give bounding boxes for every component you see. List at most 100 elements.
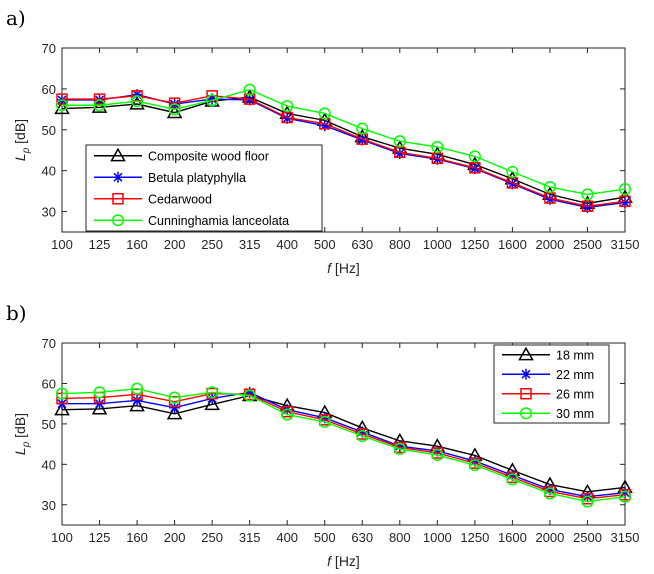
x-tick-label: 315 xyxy=(239,530,261,545)
x-tick-label: 500 xyxy=(314,237,336,252)
series-30-mm xyxy=(55,382,632,508)
legend-label: Composite wood floor xyxy=(148,149,269,163)
x-axis-label: f [Hz] xyxy=(327,260,360,276)
data-point xyxy=(543,487,556,500)
x-tick-label: 315 xyxy=(239,237,261,252)
x-tick-label: 125 xyxy=(89,237,111,252)
x-tick-label: 250 xyxy=(201,237,223,252)
data-point xyxy=(129,96,145,110)
data-point xyxy=(468,150,481,163)
chart-b: 100 125 160 200 250 315 400 500 630 800 1000 1250 16… xyxy=(12,336,639,569)
legend-marker xyxy=(520,388,532,400)
data-point xyxy=(206,386,219,399)
data-point xyxy=(243,83,256,96)
data-point xyxy=(54,401,70,416)
x-tick-label: 1250 xyxy=(460,530,489,545)
y-tick-label: 60 xyxy=(42,376,56,391)
legend-marker xyxy=(112,171,124,183)
data-point xyxy=(506,165,519,178)
x-tick-label: 250 xyxy=(201,530,223,545)
data-point xyxy=(55,99,69,112)
series-line xyxy=(62,391,626,498)
legend-label: Cedarwood xyxy=(148,192,212,206)
data-point xyxy=(56,93,68,105)
data-point xyxy=(93,99,106,112)
x-tick-label: 1600 xyxy=(498,530,527,545)
panel-label-a: a) xyxy=(6,6,26,30)
x-tick-label: 1250 xyxy=(460,237,489,252)
y-tick-label: 40 xyxy=(42,457,56,472)
x-tick-label: 630 xyxy=(351,237,373,252)
data-point xyxy=(618,490,632,503)
x-tick-label: 2000 xyxy=(535,530,564,545)
x-tick-label: 800 xyxy=(389,530,411,545)
data-point xyxy=(581,200,594,212)
data-point xyxy=(168,103,181,116)
x-tick-label: 3150 xyxy=(611,530,640,545)
data-point xyxy=(468,459,481,472)
data-point xyxy=(318,107,331,120)
x-tick-label: 1600 xyxy=(498,237,527,252)
data-point xyxy=(169,402,181,414)
x-tick-label: 800 xyxy=(389,237,411,252)
plot-area xyxy=(61,342,626,526)
data-point xyxy=(581,495,594,508)
data-point xyxy=(431,448,444,462)
data-point xyxy=(243,389,256,402)
legend-marker xyxy=(518,346,534,361)
legend-marker xyxy=(111,214,125,227)
data-point xyxy=(393,442,406,456)
series-cunninghamia-lanceolata xyxy=(55,83,632,201)
legend-marker xyxy=(519,407,533,420)
y-tick-label: 30 xyxy=(42,498,56,513)
data-point xyxy=(281,408,294,421)
y-tick-label: 50 xyxy=(42,123,56,138)
x-tick-label: 1000 xyxy=(423,530,452,545)
x-tick-label: 400 xyxy=(276,237,298,252)
data-point xyxy=(55,387,69,400)
data-point xyxy=(243,93,256,105)
data-point xyxy=(168,395,181,408)
data-point xyxy=(431,152,444,165)
x-tick-label: 160 xyxy=(126,530,148,545)
series-line xyxy=(61,96,626,205)
plot-area xyxy=(61,47,626,233)
data-point xyxy=(506,473,519,486)
legend-label: 18 mm xyxy=(556,348,594,362)
data-point xyxy=(94,398,106,410)
legend-marker xyxy=(110,147,126,162)
data-point xyxy=(91,99,108,113)
legend-label: Betula platyphylla xyxy=(148,171,246,185)
data-point xyxy=(131,382,144,395)
x-tick-label: 630 xyxy=(351,530,373,545)
legend-box xyxy=(85,144,323,232)
series-line xyxy=(62,95,626,207)
data-point xyxy=(91,400,108,415)
y-tick-label: 70 xyxy=(42,41,56,56)
legend-marker xyxy=(112,193,124,205)
chart-a: 100 125 160 200 250 315 400 500 630 800 1000 1250 16… xyxy=(12,41,639,276)
legend-marker xyxy=(520,368,532,380)
data-point xyxy=(166,104,183,119)
y-tick-label: 70 xyxy=(42,336,56,351)
x-tick-label: 100 xyxy=(51,237,73,252)
legend-box xyxy=(493,344,610,424)
data-point xyxy=(168,97,181,109)
x-tick-label: 500 xyxy=(314,530,336,545)
series-line xyxy=(61,392,626,500)
data-point xyxy=(168,391,181,404)
legend-label: Cunninghamia lanceolata xyxy=(148,214,289,228)
x-tick-label: 2000 xyxy=(535,237,564,252)
x-tick-label: 160 xyxy=(126,237,148,252)
data-point xyxy=(318,415,331,428)
x-axis-label: f [Hz] xyxy=(327,553,360,569)
series-line xyxy=(61,387,626,503)
x-tick-label: 3150 xyxy=(611,237,640,252)
data-point xyxy=(93,93,106,105)
legend: Composite wood floor Betula platyphylla Ce… xyxy=(85,144,323,232)
y-tick-label: 60 xyxy=(42,82,56,97)
data-point xyxy=(431,140,444,154)
data-point xyxy=(131,394,143,406)
data-point xyxy=(281,111,293,124)
x-tick-label: 100 xyxy=(51,530,73,545)
